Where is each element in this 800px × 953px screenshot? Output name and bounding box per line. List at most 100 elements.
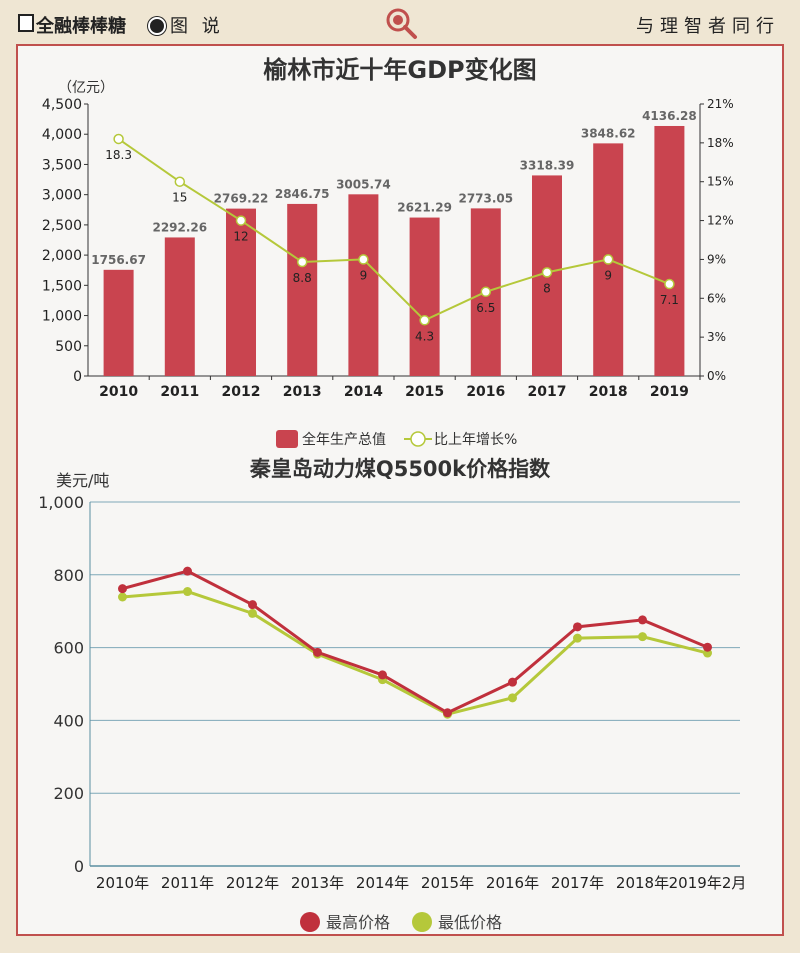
growth-label: 12 (233, 230, 248, 244)
chart2-y-tick-label: 200 (53, 784, 84, 803)
high-price-point (183, 566, 192, 576)
chart2-y-tick-label: 800 (53, 566, 84, 585)
gdp-bar-label: 1756.67 (91, 253, 146, 267)
legend-low-label: 最低价格 (438, 913, 502, 932)
gdp-bar (409, 217, 440, 376)
low-price-point (248, 608, 257, 618)
chart1-x-tick-label: 2013 (283, 384, 322, 400)
chart2-y-tick-label: 600 (53, 639, 84, 658)
gdp-bar-label: 3318.39 (520, 158, 575, 172)
gdp-bar (287, 203, 318, 376)
high-price-point (443, 708, 452, 718)
gdp-bar-label: 4136.28 (642, 109, 697, 123)
legend-gdp-swatch (276, 430, 298, 448)
brand-logo-icon (18, 14, 34, 32)
gdp-bar-label: 3005.74 (336, 177, 391, 191)
low-price-point (508, 693, 517, 703)
growth-point (602, 254, 614, 265)
chart1-y2-tick-label: 0% (707, 369, 726, 383)
chart1-title: 榆林市近十年GDP变化图 (263, 56, 536, 84)
high-price-point (313, 647, 322, 657)
growth-label: 9 (604, 268, 612, 282)
gdp-bar (654, 125, 685, 376)
chart1-y2-tick-label: 12% (707, 214, 734, 228)
gdp-bar-label: 2846.75 (275, 187, 330, 201)
growth-point (174, 176, 186, 187)
high-price-line (122, 569, 709, 715)
gdp-bar-label: 2621.29 (397, 201, 452, 215)
chart1-y-tick-label: 4,000 (42, 127, 82, 143)
chart1-y-tick-label: 2,000 (42, 248, 82, 264)
low-price-line (122, 590, 708, 716)
low-price-point (638, 632, 647, 642)
chart1-x-tick-label: 2018 (589, 384, 628, 400)
chart2-x-tick-label: 2019年2月 (669, 874, 747, 892)
chart2-x-tick-label: 2014年 (356, 874, 409, 892)
legend-growth-marker (410, 431, 426, 447)
growth-line (118, 138, 670, 322)
chart2-x-tick-label: 2017年 (551, 874, 604, 892)
chart1-y2-tick-label: 9% (707, 252, 726, 266)
legend-high-marker (300, 912, 320, 932)
growth-label: 9 (360, 268, 368, 282)
growth-label: 6.5 (476, 301, 495, 315)
chart1-x-tick-label: 2016 (466, 384, 505, 400)
chart1-x-tick-label: 2017 (528, 384, 567, 400)
growth-label: 4.3 (415, 329, 434, 343)
high-price-point (638, 615, 647, 625)
chart2-y-tick-label: 400 (53, 711, 84, 730)
growth-label: 8 (543, 281, 551, 295)
chart1-y-tick-label: 3,500 (42, 157, 82, 173)
low-price-point (573, 633, 582, 643)
growth-point (235, 215, 247, 226)
high-price-point (703, 642, 712, 652)
high-price-point (378, 670, 387, 680)
gdp-bar (103, 269, 134, 376)
chart1-x-tick-label: 2010 (99, 384, 138, 400)
chart1-y-tick-label: 3,000 (42, 188, 82, 204)
chart1-y2-tick-label: 3% (707, 330, 726, 344)
growth-point (358, 254, 369, 265)
charts-canvas: 榆林市近十年GDP变化图 （亿元） 0 500 1,000 1,500 2,000 2,500… (38, 56, 747, 932)
gdp-bar-label: 3848.62 (581, 126, 636, 140)
high-price-point (573, 622, 582, 632)
growth-point (541, 267, 553, 278)
high-price-point (118, 584, 127, 594)
legend-high-label: 最高价格 (326, 913, 390, 932)
growth-point (480, 286, 492, 298)
chart2-y-tick-label: 0 (74, 857, 84, 876)
growth-label: 18.3 (105, 148, 132, 162)
gdp-bar (348, 194, 379, 376)
chart2-x-tick-label: 2013年 (291, 874, 344, 892)
growth-label: 7.1 (660, 293, 679, 307)
growth-label: 8.8 (293, 271, 312, 285)
record-dot-icon (148, 17, 166, 35)
growth-point (664, 278, 675, 290)
chart2-x-tick-label: 2018年 (616, 874, 669, 892)
chart1-y2-tick-label: 18% (707, 136, 734, 150)
high-price-point (508, 677, 517, 687)
chart1-x-tick-label: 2012 (222, 384, 261, 400)
gdp-bar (226, 208, 256, 376)
chart1-y-tick-label: 2,500 (42, 218, 82, 234)
legend-gdp-label: 全年生产总值 (302, 431, 386, 448)
chart1-x-tick-label: 2019 (650, 384, 689, 400)
chart2-x-tick-label: 2010年 (96, 874, 149, 892)
chart1-y-tick-label: 1,000 (42, 309, 82, 325)
chart2-x-tick-label: 2015年 (421, 874, 474, 892)
header: 全融棒棒糖 图 说 与理智者同行 (0, 0, 800, 48)
chart2-x-tick-label: 2012年 (226, 874, 279, 892)
slogan: 与理智者同行 (636, 16, 780, 37)
chart1-y-tick-label: 0 (73, 369, 82, 385)
chart2-y-label: 美元/吨 (56, 471, 109, 490)
chart1-y-tick-label: 500 (55, 339, 82, 355)
growth-point (113, 133, 124, 145)
chart1-y-label: （亿元） (58, 80, 114, 96)
chart2-x-tick-label: 2016年 (486, 874, 539, 892)
growth-point (296, 256, 308, 268)
growth-label: 15 (172, 191, 187, 205)
chart1-y2-tick-label: 6% (707, 291, 726, 305)
chart1-x-tick-label: 2015 (405, 384, 444, 400)
gdp-bar-label: 2769.22 (214, 192, 269, 206)
chart1-y2-tick-label: 21% (707, 97, 734, 111)
